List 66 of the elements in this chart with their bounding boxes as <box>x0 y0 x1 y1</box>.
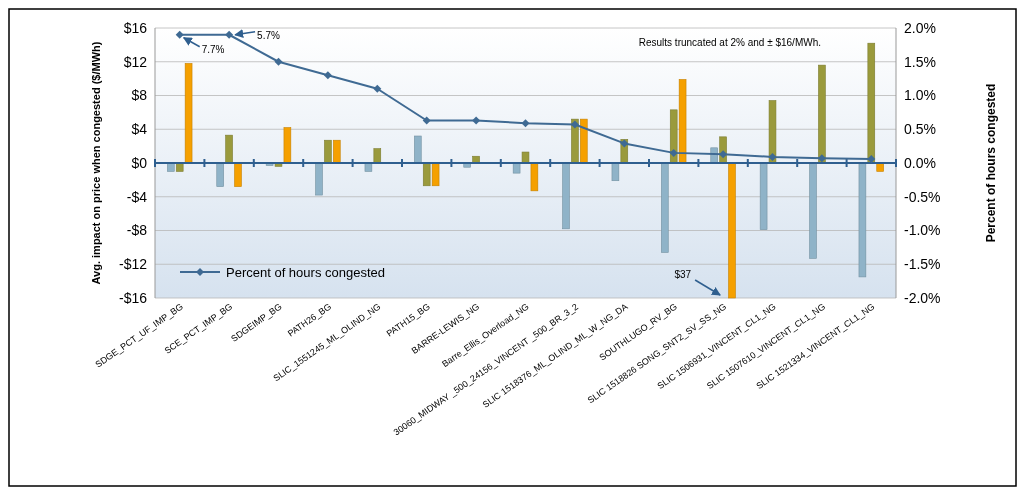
y-tick-label: -$16 <box>118 289 148 306</box>
y2-tick-label: 1.5% <box>904 53 936 70</box>
bar <box>661 162 669 253</box>
point <box>719 150 728 159</box>
point <box>175 30 184 39</box>
y-tick-label: $12 <box>123 53 148 70</box>
point <box>669 148 678 157</box>
bar <box>562 162 570 230</box>
bar <box>315 162 323 196</box>
bar <box>414 135 422 164</box>
y2-tick-label: -0.5% <box>904 188 941 205</box>
point <box>867 154 876 163</box>
annotation: Results truncated at 2% and ± $16/MWh. <box>638 37 821 48</box>
bar <box>611 162 620 182</box>
bar <box>431 162 440 187</box>
bar <box>324 139 332 164</box>
y2-tick-label: 0.0% <box>904 154 936 171</box>
bar <box>283 127 292 164</box>
y-tick-label: -$8 <box>126 222 148 239</box>
y2-tick-label: -1.5% <box>904 256 941 273</box>
annotation: 7.7% <box>201 43 225 55</box>
bar <box>858 162 867 278</box>
y-tick-label: -$12 <box>118 256 148 273</box>
y-tick-label: -$4 <box>126 188 148 205</box>
annotation: $37 <box>674 269 692 280</box>
y-tick-label: $0 <box>131 154 148 171</box>
bar <box>234 162 242 187</box>
point <box>620 139 629 148</box>
y-tick-label: $4 <box>131 121 148 138</box>
bar <box>759 162 768 230</box>
legend-label: Percent of hours congested <box>226 264 385 280</box>
point <box>225 30 234 39</box>
bar <box>333 139 341 164</box>
y-axis-title: Avg. impact on price when congested ($/MWh) <box>90 41 102 285</box>
y2-tick-label: 2.0% <box>904 19 936 36</box>
y2-tick-label: -1.0% <box>904 222 941 239</box>
y2-axis-title: Percent of hours congested <box>984 83 998 243</box>
point <box>422 116 431 125</box>
bar <box>530 162 539 192</box>
bar <box>678 79 687 164</box>
bar <box>818 64 826 164</box>
bar <box>521 151 530 164</box>
bar <box>580 118 588 164</box>
y-tick-label: $16 <box>123 19 148 36</box>
point <box>323 71 332 80</box>
bar <box>225 134 233 164</box>
bar <box>184 63 193 164</box>
bar <box>422 162 431 187</box>
point <box>472 116 481 125</box>
point <box>768 152 777 161</box>
bar <box>512 162 521 174</box>
bar <box>867 42 876 164</box>
point <box>521 119 530 128</box>
y2-tick-label: 0.5% <box>904 121 936 138</box>
point <box>274 57 283 66</box>
bar <box>373 148 382 164</box>
annotation: 5.7% <box>257 29 280 41</box>
y-tick-label: $8 <box>131 87 148 104</box>
point <box>817 154 826 163</box>
bar <box>728 162 736 299</box>
bar <box>216 162 224 187</box>
bar <box>768 100 777 164</box>
y2-tick-label: 1.0% <box>904 87 936 104</box>
y2-tick-label: -2.0% <box>904 289 941 306</box>
point <box>373 84 382 93</box>
bar <box>809 162 817 259</box>
